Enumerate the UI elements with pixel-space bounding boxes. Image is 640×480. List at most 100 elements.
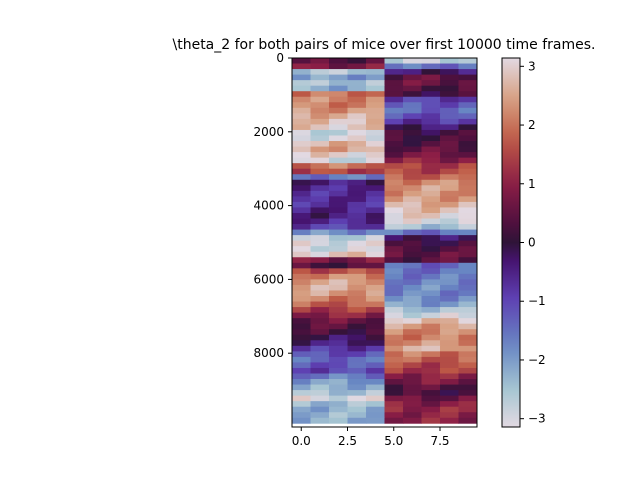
heatmap-cell [310,367,330,374]
heatmap-cell [384,85,404,92]
heatmap-cell [329,240,348,247]
heatmap-cell [403,229,422,236]
heatmap-cell [403,318,422,325]
heatmap-cell [458,334,478,341]
heatmap-cell [403,196,422,203]
heatmap-cell [366,58,385,64]
heatmap-cell [440,201,459,208]
heatmap-cell [292,69,311,76]
heatmap-cell [440,163,459,170]
heatmap-cell [421,268,441,275]
heatmap-cell [458,224,478,230]
heatmap-cell [292,373,311,380]
heatmap-cell [292,190,311,197]
heatmap-cell [384,379,404,385]
heatmap-cell [366,262,385,269]
heatmap-cell [440,235,459,242]
heatmap-cell [292,356,311,363]
heatmap-cell [292,157,311,164]
heatmap-cell [421,323,441,330]
heatmap-cell [458,58,478,64]
heatmap-cell [458,107,478,114]
heatmap-cell [292,384,311,391]
heatmap-cell [458,417,478,424]
heatmap-cell [366,268,385,275]
heatmap-cell [421,118,441,125]
heatmap-cell [403,96,422,103]
heatmap-cell [384,412,404,419]
heatmap-cell [310,251,330,258]
heatmap-cell [366,85,385,92]
heatmap-cell [384,251,404,258]
heatmap-cell [421,124,441,131]
heatmap-cell [329,63,348,70]
heatmap-cell [458,174,478,181]
heatmap-cell [347,69,367,76]
heatmap-cell [310,390,330,397]
heatmap-cell [458,102,478,109]
heatmap-cell [329,345,348,352]
heatmap-cell [421,279,441,286]
y-tick-label: 4000 [253,199,284,213]
heatmap-cell [403,174,422,181]
heatmap-cell [347,406,367,413]
heatmap-cell [366,135,385,142]
heatmap-cell [310,185,330,192]
heatmap-cell [310,69,330,76]
heatmap-cell [347,129,367,136]
heatmap-cell [347,74,367,81]
heatmap-cell [329,284,348,291]
heatmap-cell [458,96,478,103]
heatmap-cell [421,196,441,203]
heatmap-cell [292,240,311,247]
heatmap-cell [347,395,367,402]
heatmap-cell [421,379,441,385]
heatmap-cell [384,367,404,374]
heatmap-cell [366,401,385,408]
heatmap-cell [329,185,348,192]
heatmap-cell [347,345,367,352]
heatmap-cell [403,207,422,214]
heatmap-cell [366,157,385,164]
heatmap-cell [292,91,311,98]
heatmap-cell [292,135,311,142]
heatmap-cell [458,74,478,81]
heatmap-cell [421,373,441,380]
heatmap-cell [403,212,422,219]
heatmap-cell [329,190,348,197]
heatmap-cell [440,179,459,186]
heatmap-cell [403,268,422,275]
heatmap-cell [421,218,441,225]
heatmap-cell [329,152,348,159]
heatmap-cell [384,268,404,275]
heatmap-cell [329,224,348,230]
heatmap-cell [366,318,385,325]
heatmap-cell [292,284,311,291]
heatmap-cell [440,390,459,397]
heatmap-cell [403,367,422,374]
heatmap-cell [384,296,404,302]
heatmap-cell [366,185,385,192]
heatmap-cell [292,201,311,208]
heatmap-cell [366,212,385,219]
heatmap-cell [366,246,385,253]
heatmap-cell [440,296,459,302]
heatmap-cell [310,179,330,186]
heatmap-cell [403,113,422,120]
heatmap-cell [458,356,478,363]
heatmap-cell [440,268,459,275]
heatmap-cell [329,417,348,424]
heatmap-cell [458,401,478,408]
heatmap-cell [310,212,330,219]
heatmap-cell [421,273,441,280]
heatmap-cell [458,118,478,125]
heatmap-cell [310,224,330,230]
heatmap-cell [384,163,404,170]
heatmap-cell [347,251,367,258]
colorbar-tick-label: −1 [528,294,546,308]
heatmap-cell [310,102,330,109]
heatmap-cell [421,235,441,242]
heatmap-cell [347,235,367,242]
heatmap-cell [329,146,348,153]
heatmap-cell [440,406,459,413]
